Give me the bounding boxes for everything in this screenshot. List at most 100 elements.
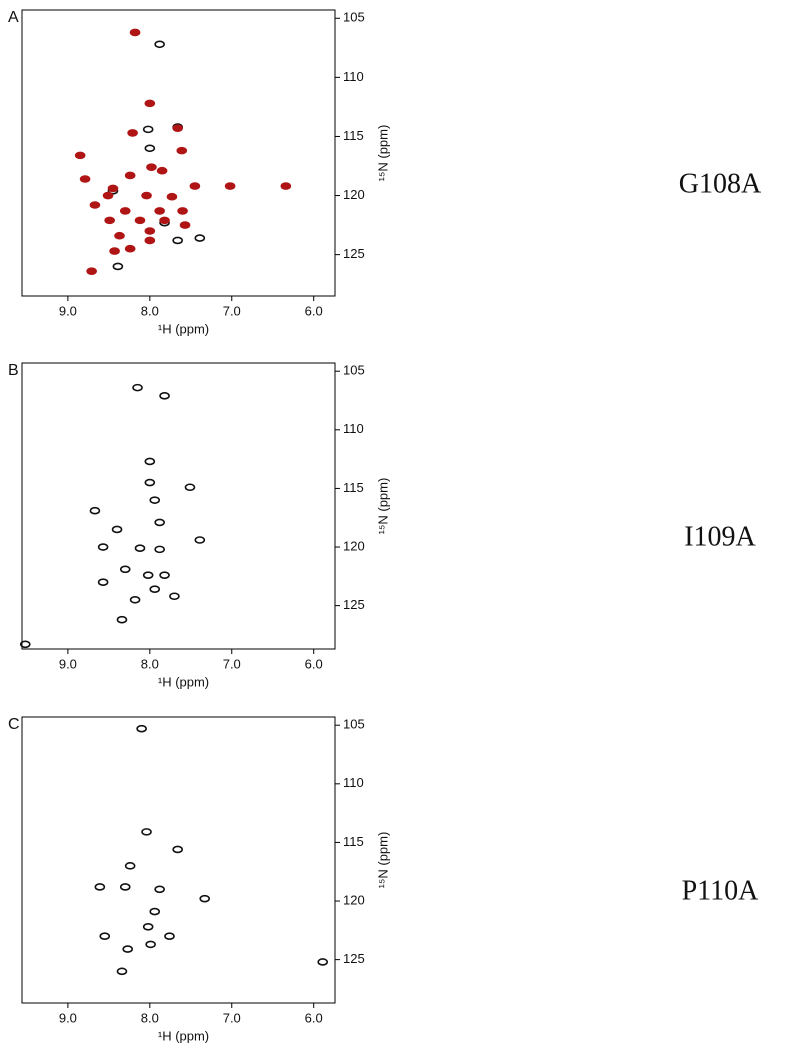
- peak: [119, 207, 131, 215]
- peak: [141, 828, 152, 836]
- peak: [144, 227, 156, 235]
- peak: [119, 565, 131, 574]
- peak: [176, 146, 188, 155]
- peak: [144, 457, 156, 466]
- peak: [109, 247, 120, 255]
- peak: [194, 234, 206, 242]
- peak: [159, 392, 170, 400]
- peak: [317, 958, 329, 966]
- peak: [132, 383, 143, 392]
- peak: [102, 191, 114, 200]
- peak: [124, 862, 136, 870]
- y-tick-label: 120: [343, 538, 365, 553]
- peak: [156, 166, 168, 175]
- x-axis-label: ¹H (ppm): [158, 1028, 209, 1043]
- plot-frame: [21, 716, 336, 1004]
- peak: [199, 894, 211, 903]
- peak: [97, 578, 109, 586]
- peak: [144, 236, 156, 245]
- peak: [145, 940, 156, 949]
- y-tick-label: 125: [343, 597, 365, 612]
- x-tick-label: 7.0: [223, 656, 241, 671]
- peak: [99, 932, 111, 940]
- peak: [144, 99, 156, 108]
- y-tick-label: 105: [343, 717, 365, 732]
- peak: [116, 615, 128, 624]
- x-tick-label: 7.0: [223, 303, 241, 318]
- peak: [164, 932, 175, 940]
- peak: [124, 171, 136, 180]
- x-axis-label: ¹H (ppm): [158, 674, 209, 689]
- x-tick-label: 8.0: [141, 1010, 159, 1025]
- x-tick-label: 9.0: [59, 656, 77, 671]
- peak: [172, 236, 183, 245]
- peak: [159, 216, 170, 225]
- x-tick-label: 9.0: [59, 1010, 77, 1025]
- y-tick-label: 125: [343, 951, 365, 966]
- peak: [149, 907, 161, 916]
- peak: [97, 543, 109, 551]
- x-tick-label: 6.0: [305, 1010, 323, 1025]
- peak: [89, 201, 101, 209]
- x-axis-label: ¹H (ppm): [158, 321, 209, 336]
- x-tick-label: 6.0: [305, 656, 323, 671]
- peak: [194, 536, 206, 544]
- peak: [129, 28, 141, 37]
- y-tick-label: 105: [343, 363, 365, 378]
- y-tick-label: 110: [343, 775, 364, 790]
- peak: [124, 244, 136, 253]
- peak: [79, 175, 91, 183]
- peak: [107, 184, 119, 193]
- peak: [159, 571, 170, 579]
- peak: [94, 883, 106, 891]
- peak: [280, 182, 292, 190]
- peak: [144, 144, 156, 153]
- plot-frame: [21, 362, 336, 650]
- y-tick-label: 120: [343, 187, 365, 202]
- peak: [166, 192, 178, 201]
- y-tick-label: 110: [343, 421, 364, 436]
- variant-label: I109A: [684, 521, 756, 552]
- y-tick-label: 120: [343, 892, 365, 907]
- y-axis-label: ¹⁵N (ppm): [375, 478, 390, 535]
- peak: [154, 518, 165, 527]
- peak: [122, 945, 133, 953]
- y-tick-label: 115: [343, 480, 364, 495]
- y-axis-label: ¹⁵N (ppm): [375, 125, 390, 182]
- peak: [154, 40, 165, 49]
- peak: [154, 545, 165, 554]
- peak: [149, 496, 161, 504]
- peak: [134, 216, 146, 225]
- peak: [144, 478, 156, 487]
- y-tick-label: 125: [343, 246, 365, 261]
- peak: [104, 216, 115, 225]
- peak: [74, 151, 86, 160]
- x-tick-label: 8.0: [141, 656, 159, 671]
- peak: [114, 231, 125, 240]
- peak: [177, 207, 188, 215]
- variant-label: G108A: [679, 168, 762, 199]
- peak: [119, 883, 131, 891]
- peak: [172, 124, 183, 132]
- y-tick-label: 105: [343, 10, 365, 25]
- panel-letter: B: [8, 362, 19, 379]
- peak: [86, 267, 97, 275]
- variant-label: P110A: [682, 875, 760, 906]
- peak: [189, 182, 201, 190]
- x-tick-label: 6.0: [305, 303, 323, 318]
- peak: [146, 163, 157, 171]
- peak: [224, 182, 236, 190]
- peak: [179, 221, 191, 229]
- y-axis-label: ¹⁵N (ppm): [375, 832, 390, 889]
- peak: [136, 724, 147, 733]
- peak: [89, 506, 101, 515]
- peak: [149, 585, 161, 594]
- peak: [169, 592, 180, 601]
- peak: [134, 544, 146, 552]
- peak: [129, 595, 141, 604]
- panel-letter: C: [8, 716, 20, 733]
- panel-letter: A: [8, 9, 19, 26]
- x-tick-label: 9.0: [59, 303, 77, 318]
- peak: [127, 129, 138, 137]
